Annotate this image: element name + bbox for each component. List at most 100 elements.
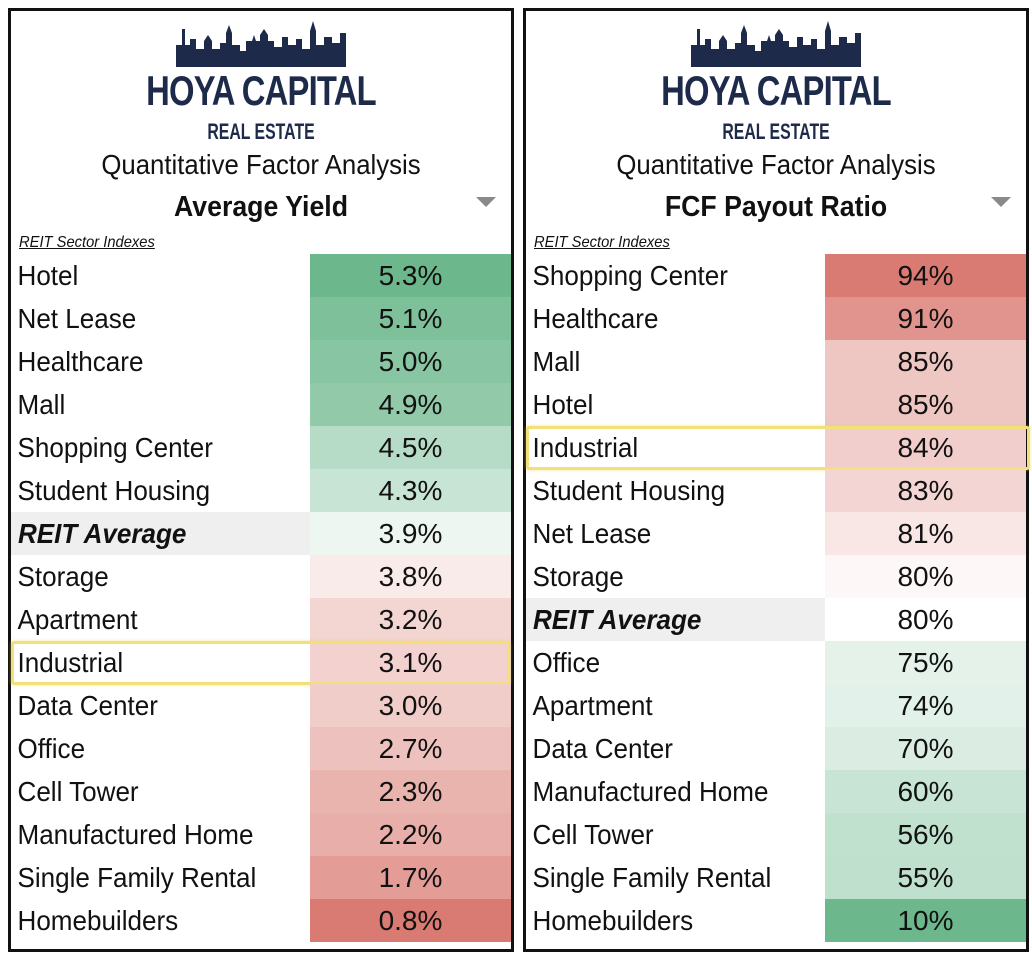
table-row: REIT Average 3.9% [11,512,511,555]
sector-name: Hotel [532,389,594,420]
sector-name: Single Family Rental [532,862,772,893]
value-cell: 60% [825,770,1026,813]
sector-name: Cell Tower [17,776,139,807]
table-row: Apartment 3.2% [11,598,511,641]
value-cell: 84% [825,426,1026,469]
table-row: Storage 3.8% [11,555,511,598]
sector-name: Cell Tower [532,819,654,850]
value-cell: 3.9% [310,512,511,555]
sector-name: Manufactured Home [532,776,769,807]
table-row: Net Lease 81% [526,512,1026,555]
sector-label: Office [11,727,289,770]
sector-name: Mall [532,346,581,377]
table-row: Healthcare 91% [526,297,1026,340]
table-row: Cell Tower 2.3% [11,770,511,813]
value-cell: 3.2% [310,598,511,641]
table-row: Student Housing 83% [526,469,1026,512]
sector-label: Shopping Center [11,426,289,469]
value-cell: 56% [825,813,1026,856]
sector-name: Homebuilders [17,905,179,936]
sector-name: Manufactured Home [17,819,254,850]
sector-label: Data Center [11,684,289,727]
table-row: Data Center 3.0% [11,684,511,727]
table-row: Shopping Center 94% [526,254,1026,297]
value-cell: 94% [825,254,1026,297]
table-row: Net Lease 5.1% [11,297,511,340]
value-cell: 55% [825,856,1026,899]
metric-dropdown-icon[interactable] [476,197,496,207]
sector-label: Cell Tower [11,770,289,813]
sector-label: Single Family Rental [11,856,289,899]
hoya-capital-logo: HOYA CAPITAL REAL ESTATE [526,15,1026,147]
sector-label: Storage [11,555,289,598]
sector-name: Hotel [17,260,79,291]
sector-label: Mall [526,340,804,383]
sector-name: Storage [532,561,624,592]
sector-label: Apartment [526,684,804,727]
metric-dropdown-icon[interactable] [991,197,1011,207]
sector-name: Mall [17,389,66,420]
value-cell: 91% [825,297,1026,340]
table-row: Apartment 74% [526,684,1026,727]
value-cell: 10% [825,899,1026,942]
value-cell: 85% [825,340,1026,383]
table-row: Office 2.7% [11,727,511,770]
brand-subname: REAL ESTATE [722,119,830,144]
table-row: Office 75% [526,641,1026,684]
table-subtitle: REIT Sector Indexes [19,234,155,251]
sector-name: Net Lease [532,518,652,549]
sector-name: Industrial [532,432,639,463]
sector-name: Storage [17,561,109,592]
table-row: Storage 80% [526,555,1026,598]
skyline-icon [176,21,346,67]
table-row: REIT Average 80% [526,598,1026,641]
table-row: Shopping Center 4.5% [11,426,511,469]
sector-name: Apartment [17,604,138,635]
table-row: Mall 85% [526,340,1026,383]
sector-label: Homebuilders [11,899,289,942]
table-row: Single Family Rental 55% [526,856,1026,899]
sector-label: Homebuilders [526,899,804,942]
sector-label: Office [526,641,804,684]
factor-table: Hotel 5.3% Net Lease 5.1% Healthcare 5.0% Mall… [11,254,511,942]
value-cell: 0.8% [310,899,511,942]
table-row: Hotel 5.3% [11,254,511,297]
sector-name: Office [17,733,86,764]
sector-name: Industrial [17,647,124,678]
factor-table: Shopping Center 94% Healthcare 91% Mall 85% Ho… [526,254,1030,942]
value-cell: 74% [825,684,1026,727]
sector-name: Student Housing [17,475,211,506]
table-row: Hotel 85% [526,383,1026,426]
sector-name: Healthcare [532,303,659,334]
sector-name: Student Housing [532,475,726,506]
value-cell: 3.8% [310,555,511,598]
value-cell: 4.3% [310,469,511,512]
value-cell: 80% [825,555,1026,598]
table-row: Data Center 70% [526,727,1026,770]
value-cell: 75% [825,641,1026,684]
sector-label: Single Family Rental [526,856,804,899]
value-cell: 4.9% [310,383,511,426]
value-cell: 1.7% [310,856,511,899]
table-row: Cell Tower 56% [526,813,1026,856]
sector-name: Homebuilders [532,905,694,936]
sector-name: Office [532,647,601,678]
sector-label: Storage [526,555,804,598]
hoya-capital-logo: HOYA CAPITAL REAL ESTATE [11,15,511,147]
fcf-payout-panel: HOYA CAPITAL REAL ESTATE Quantitative Fa… [523,8,1030,952]
sector-label: Healthcare [526,297,804,340]
value-cell: 5.3% [310,254,511,297]
sector-label: Hotel [11,254,289,297]
value-cell: 81% [825,512,1026,555]
sector-name: Single Family Rental [17,862,257,893]
sector-label: Manufactured Home [526,770,804,813]
sector-name: Data Center [17,690,158,721]
sector-label: Net Lease [526,512,804,555]
skyline-icon [691,21,861,67]
table-row: Homebuilders 0.8% [11,899,511,942]
sector-label: REIT Average [11,512,310,555]
sector-name: Apartment [532,690,653,721]
sector-label: Manufactured Home [11,813,289,856]
table-row: Industrial 84% [526,426,1030,470]
sector-label: Mall [11,383,289,426]
